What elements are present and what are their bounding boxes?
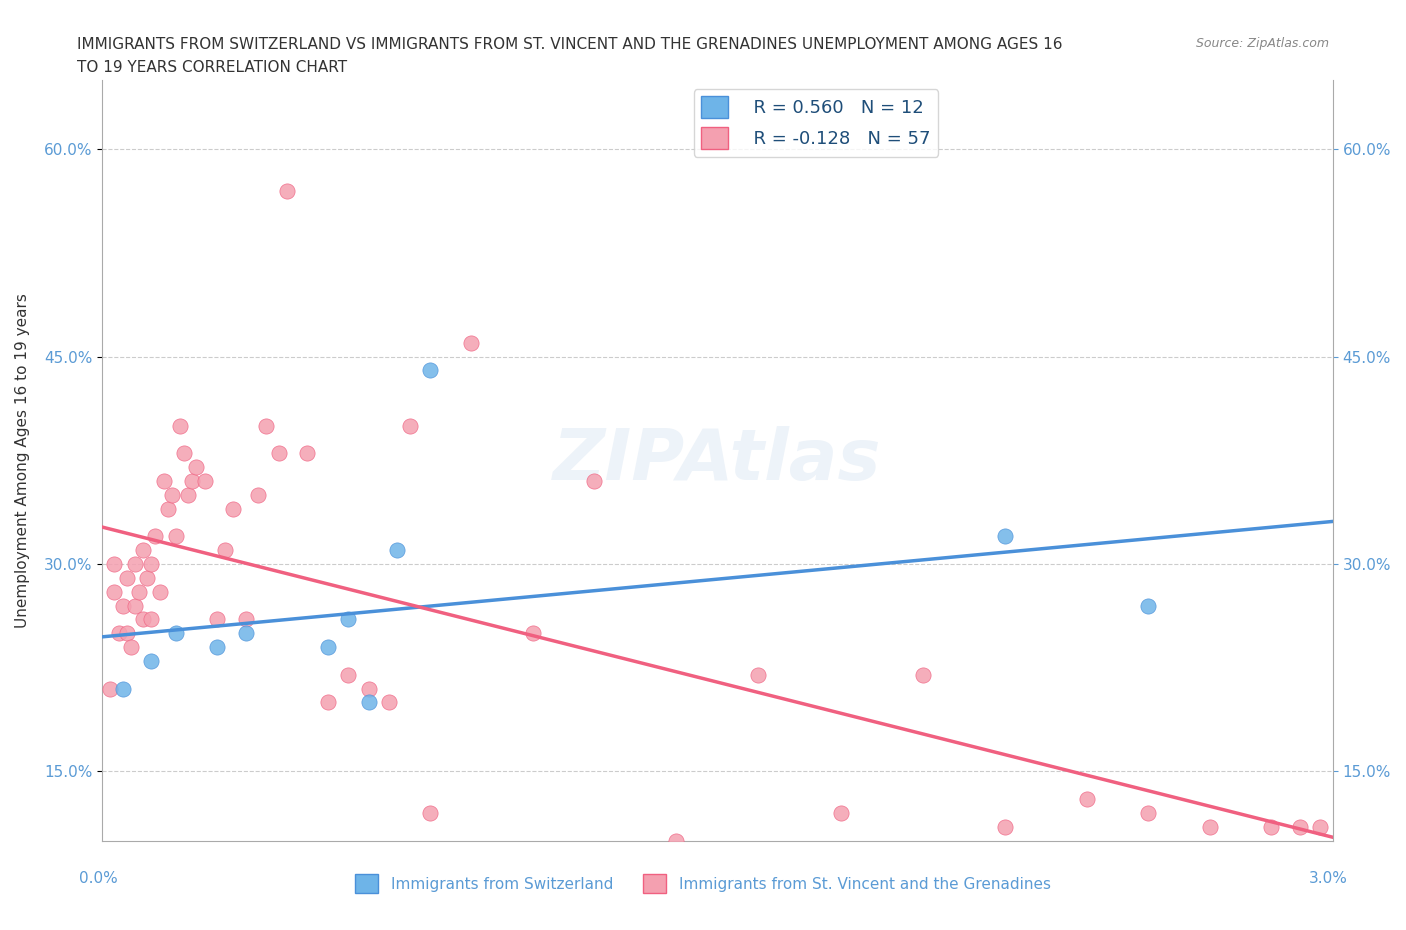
Point: [246, 487, 269, 502]
Point: [276, 183, 298, 198]
Point: [107, 626, 129, 641]
Point: [124, 557, 146, 572]
Point: [665, 833, 688, 848]
Point: [1198, 819, 1220, 834]
Point: [994, 819, 1017, 834]
Point: [337, 667, 360, 682]
Point: [165, 529, 187, 544]
Point: [357, 695, 380, 710]
Point: [205, 612, 228, 627]
Point: [235, 612, 257, 627]
Legend:   R = 0.560   N = 12,   R = -0.128   N = 57: R = 0.560 N = 12, R = -0.128 N = 57: [693, 89, 938, 156]
Point: [115, 626, 138, 641]
Point: [145, 529, 167, 544]
Point: [103, 557, 125, 572]
Text: Source: ZipAtlas.com: Source: ZipAtlas.com: [1195, 37, 1329, 50]
Text: TO 19 YEARS CORRELATION CHART: TO 19 YEARS CORRELATION CHART: [77, 60, 347, 75]
Point: [98, 681, 121, 696]
Point: [378, 695, 401, 710]
Point: [165, 626, 187, 641]
Point: [132, 612, 155, 627]
Point: [156, 501, 179, 516]
Point: [1309, 819, 1331, 834]
Point: [160, 487, 183, 502]
Point: [911, 667, 934, 682]
Point: [103, 584, 125, 599]
Point: [297, 446, 319, 461]
Point: [1260, 819, 1282, 834]
Point: [115, 570, 138, 585]
Point: [173, 446, 195, 461]
Text: IMMIGRANTS FROM SWITZERLAND VS IMMIGRANTS FROM ST. VINCENT AND THE GRENADINES UN: IMMIGRANTS FROM SWITZERLAND VS IMMIGRANT…: [77, 37, 1063, 52]
Point: [181, 473, 204, 488]
Point: [124, 598, 146, 613]
Point: [132, 543, 155, 558]
Point: [194, 473, 217, 488]
Point: [205, 640, 228, 655]
Point: [316, 695, 339, 710]
Point: [141, 612, 163, 627]
Point: [128, 584, 150, 599]
Point: [148, 584, 170, 599]
Point: [1137, 598, 1160, 613]
Point: [254, 418, 277, 433]
Point: [141, 654, 163, 669]
Point: [267, 446, 290, 461]
Legend: Immigrants from Switzerland, Immigrants from St. Vincent and the Grenadines: Immigrants from Switzerland, Immigrants …: [349, 869, 1057, 899]
Point: [136, 570, 159, 585]
Point: [186, 459, 208, 474]
Point: [120, 640, 142, 655]
Point: [357, 681, 380, 696]
Point: [111, 681, 134, 696]
Point: [747, 667, 769, 682]
Point: [830, 805, 852, 820]
Point: [337, 612, 360, 627]
Point: [1137, 805, 1160, 820]
Text: 3.0%: 3.0%: [1309, 871, 1348, 886]
Point: [994, 529, 1017, 544]
Point: [1289, 819, 1312, 834]
Point: [316, 640, 339, 655]
Point: [222, 501, 245, 516]
Point: [111, 598, 134, 613]
Point: [460, 336, 482, 351]
Point: [1076, 791, 1098, 806]
Point: [235, 626, 257, 641]
Point: [419, 363, 441, 378]
Text: 0.0%: 0.0%: [79, 871, 118, 886]
Point: [522, 626, 544, 641]
Point: [214, 543, 236, 558]
Point: [169, 418, 191, 433]
Point: [177, 487, 200, 502]
Point: [398, 418, 420, 433]
Point: [583, 473, 606, 488]
Text: ZIPAtlas: ZIPAtlas: [553, 426, 882, 495]
Point: [152, 473, 174, 488]
Point: [141, 557, 163, 572]
Point: [387, 543, 409, 558]
Point: [419, 805, 441, 820]
Y-axis label: Unemployment Among Ages 16 to 19 years: Unemployment Among Ages 16 to 19 years: [15, 293, 30, 628]
